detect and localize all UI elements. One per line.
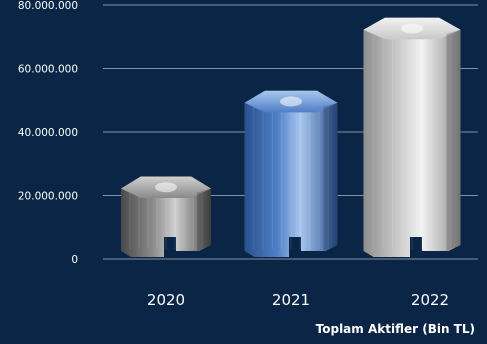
x-category-label: 2022 (411, 291, 449, 309)
bars (121, 17, 461, 258)
bar-side-shade (197, 188, 211, 251)
y-tick-label: 40.000.000 (18, 127, 78, 139)
bar-body (363, 17, 461, 258)
x-axis-label: Toplam Aktifler (Bin TL) (316, 322, 475, 336)
bar-hub (401, 23, 423, 34)
bar-body (244, 90, 338, 257)
y-tick-label: 20.000.000 (18, 191, 78, 203)
bar-2020 (121, 176, 211, 257)
bar-hub (155, 182, 177, 193)
bar-2021 (244, 90, 338, 257)
x-category-label: 2021 (272, 291, 310, 309)
bar-side-shade (323, 102, 338, 251)
y-tick-label: 80.000.000 (18, 0, 78, 12)
bar-side-shade (446, 29, 461, 252)
y-tick-label: 0 (71, 254, 78, 266)
x-category-label: 2020 (147, 291, 185, 309)
bar-hub (280, 96, 302, 107)
y-tick-label: 60.000.000 (18, 64, 78, 76)
bar-2022 (363, 17, 461, 258)
